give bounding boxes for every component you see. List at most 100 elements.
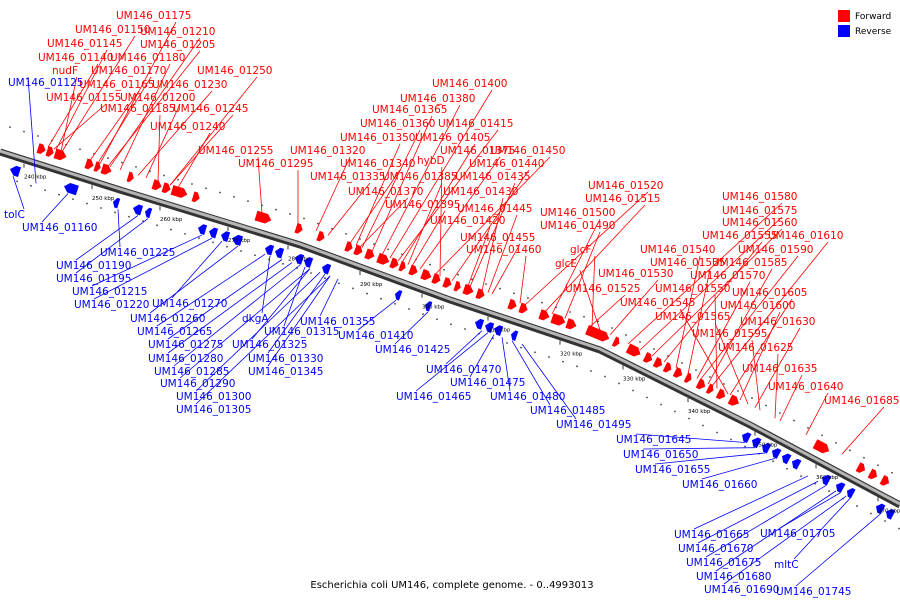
forward-gene[interactable] (364, 248, 376, 261)
gene-label[interactable]: UM146_01480 (490, 391, 565, 403)
gene-label[interactable]: UM146_01490 (540, 220, 615, 232)
forward-gene[interactable] (565, 318, 578, 331)
gene-label[interactable]: UM146_01640 (768, 381, 843, 393)
gene-label[interactable]: UM146_01290 (160, 378, 235, 390)
gene-label[interactable]: UM146_01420 (430, 215, 505, 227)
gene-label[interactable]: UM146_01345 (248, 366, 323, 378)
gene-label[interactable]: UM146_01230 (152, 79, 227, 91)
gene-label[interactable]: UM146_01560 (722, 217, 797, 229)
gene-label[interactable]: UM146_01520 (588, 180, 663, 192)
forward-gene[interactable] (611, 336, 622, 349)
reverse-gene[interactable] (509, 330, 519, 341)
gene-label[interactable]: UM146_01140 (38, 52, 113, 64)
gene-label[interactable]: UM146_01475 (450, 377, 525, 389)
reverse-gene[interactable] (208, 226, 219, 239)
gene-label[interactable]: UM146_01675 (686, 557, 761, 569)
gene-label[interactable]: UM146_01215 (72, 286, 147, 298)
forward-gene[interactable] (867, 468, 880, 482)
forward-gene[interactable] (662, 362, 674, 374)
forward-gene[interactable] (45, 146, 55, 158)
gene-label[interactable]: UM146_01220 (74, 299, 149, 311)
forward-gene[interactable] (431, 273, 442, 285)
forward-gene[interactable] (879, 474, 892, 488)
forward-gene[interactable] (389, 257, 400, 270)
gene-label[interactable]: UM146_01125 (8, 77, 83, 89)
gene-label[interactable]: UM146_01160 (22, 222, 97, 234)
forward-gene[interactable] (475, 288, 486, 300)
forward-gene[interactable] (316, 230, 326, 243)
forward-gene[interactable] (442, 277, 453, 289)
forward-gene[interactable] (538, 309, 551, 322)
reverse-gene[interactable] (132, 203, 144, 216)
reverse-gene[interactable] (197, 223, 208, 235)
reverse-gene[interactable] (740, 431, 752, 444)
gene-label[interactable]: UM146_01200 (120, 92, 195, 104)
forward-gene[interactable] (93, 161, 102, 172)
reverse-gene[interactable] (220, 230, 231, 242)
gene-label[interactable]: UM146_01590 (738, 244, 813, 256)
gene-label[interactable]: UM146_01550 (655, 283, 730, 295)
reverse-gene[interactable] (423, 300, 433, 312)
forward-gene[interactable] (344, 241, 354, 253)
gene-label[interactable]: UM146_01530 (598, 268, 673, 280)
gene-label[interactable]: UM146_01225 (100, 247, 175, 259)
gene-label[interactable]: UM146_01270 (152, 298, 227, 310)
forward-gene[interactable] (625, 343, 643, 359)
reverse-gene[interactable] (302, 256, 314, 268)
gene-label[interactable]: UM146_01285 (154, 366, 229, 378)
forward-gene[interactable] (36, 143, 47, 155)
gene-label[interactable]: UM146_01240 (150, 121, 225, 133)
gene-label[interactable]: mltC (774, 559, 799, 571)
gene-label[interactable]: UM146_01350 (340, 132, 415, 144)
gene-label[interactable]: UM146_01245 (173, 103, 248, 115)
gene-label[interactable]: UM146_01280 (148, 353, 223, 365)
gene-label[interactable]: UM146_01255 (198, 145, 273, 157)
gene-label[interactable]: UM146_01190 (56, 260, 131, 272)
gene-label[interactable]: UM146_01655 (635, 464, 710, 476)
gene-label[interactable]: UM146_01745 (776, 586, 851, 598)
forward-gene[interactable] (855, 462, 868, 475)
gene-label[interactable]: UM146_01425 (375, 344, 450, 356)
gene-label[interactable]: UM146_01645 (616, 434, 691, 446)
gene-label[interactable]: UM146_01170 (91, 65, 166, 77)
gene-label[interactable]: UM146_01380 (400, 93, 475, 105)
forward-gene[interactable] (715, 388, 728, 402)
gene-label[interactable]: UM146_01570 (690, 270, 765, 282)
forward-gene[interactable] (170, 185, 189, 199)
gene-label[interactable]: UM146_01540 (640, 244, 715, 256)
reverse-gene[interactable] (274, 247, 285, 259)
forward-gene[interactable] (100, 163, 113, 177)
reverse-gene[interactable] (790, 457, 802, 470)
forward-gene[interactable] (550, 313, 566, 327)
reverse-gene[interactable] (760, 441, 772, 454)
gene-label[interactable]: UM146_01315 (264, 326, 339, 338)
forward-gene[interactable] (161, 182, 173, 194)
gene-label[interactable]: UM146_01365 (372, 104, 447, 116)
gene-label[interactable]: UM146_01410 (338, 330, 413, 342)
forward-gene[interactable] (507, 298, 518, 311)
gene-label[interactable]: UM146_01445 (457, 203, 532, 215)
gene-label[interactable]: UM146_01260 (130, 313, 205, 325)
reverse-gene[interactable] (320, 262, 332, 275)
gene-label[interactable]: UM146_01525 (565, 283, 640, 295)
gene-label[interactable]: UM146_01415 (438, 118, 513, 130)
gene-label[interactable]: UM146_01165 (79, 79, 154, 91)
gene-label[interactable]: UM146_01515 (585, 193, 660, 205)
gene-label[interactable]: UM146_01455 (460, 232, 535, 244)
gene-label[interactable]: UM146_01375 (440, 145, 515, 157)
gene-label[interactable]: UM146_01400 (432, 78, 507, 90)
gene-label[interactable]: UM146_01355 (300, 316, 375, 328)
reverse-gene[interactable] (483, 321, 495, 333)
reverse-gene[interactable] (845, 486, 856, 499)
gene-label[interactable]: UM146_01340 (340, 158, 415, 170)
gene-label[interactable]: UM146_01250 (197, 65, 272, 77)
forward-gene[interactable] (126, 171, 136, 183)
gene-label[interactable]: UM146_01180 (110, 52, 185, 64)
gene-label[interactable]: UM146_01705 (760, 528, 835, 540)
gene-label[interactable]: UM146_01625 (718, 342, 793, 354)
gene-label[interactable]: UM146_01305 (176, 404, 251, 416)
gene-label[interactable]: UM146_01430 (443, 186, 518, 198)
gene-label[interactable]: UM146_01155 (46, 92, 121, 104)
gene-label[interactable]: UM146_01300 (176, 391, 251, 403)
reverse-gene[interactable] (144, 207, 153, 219)
